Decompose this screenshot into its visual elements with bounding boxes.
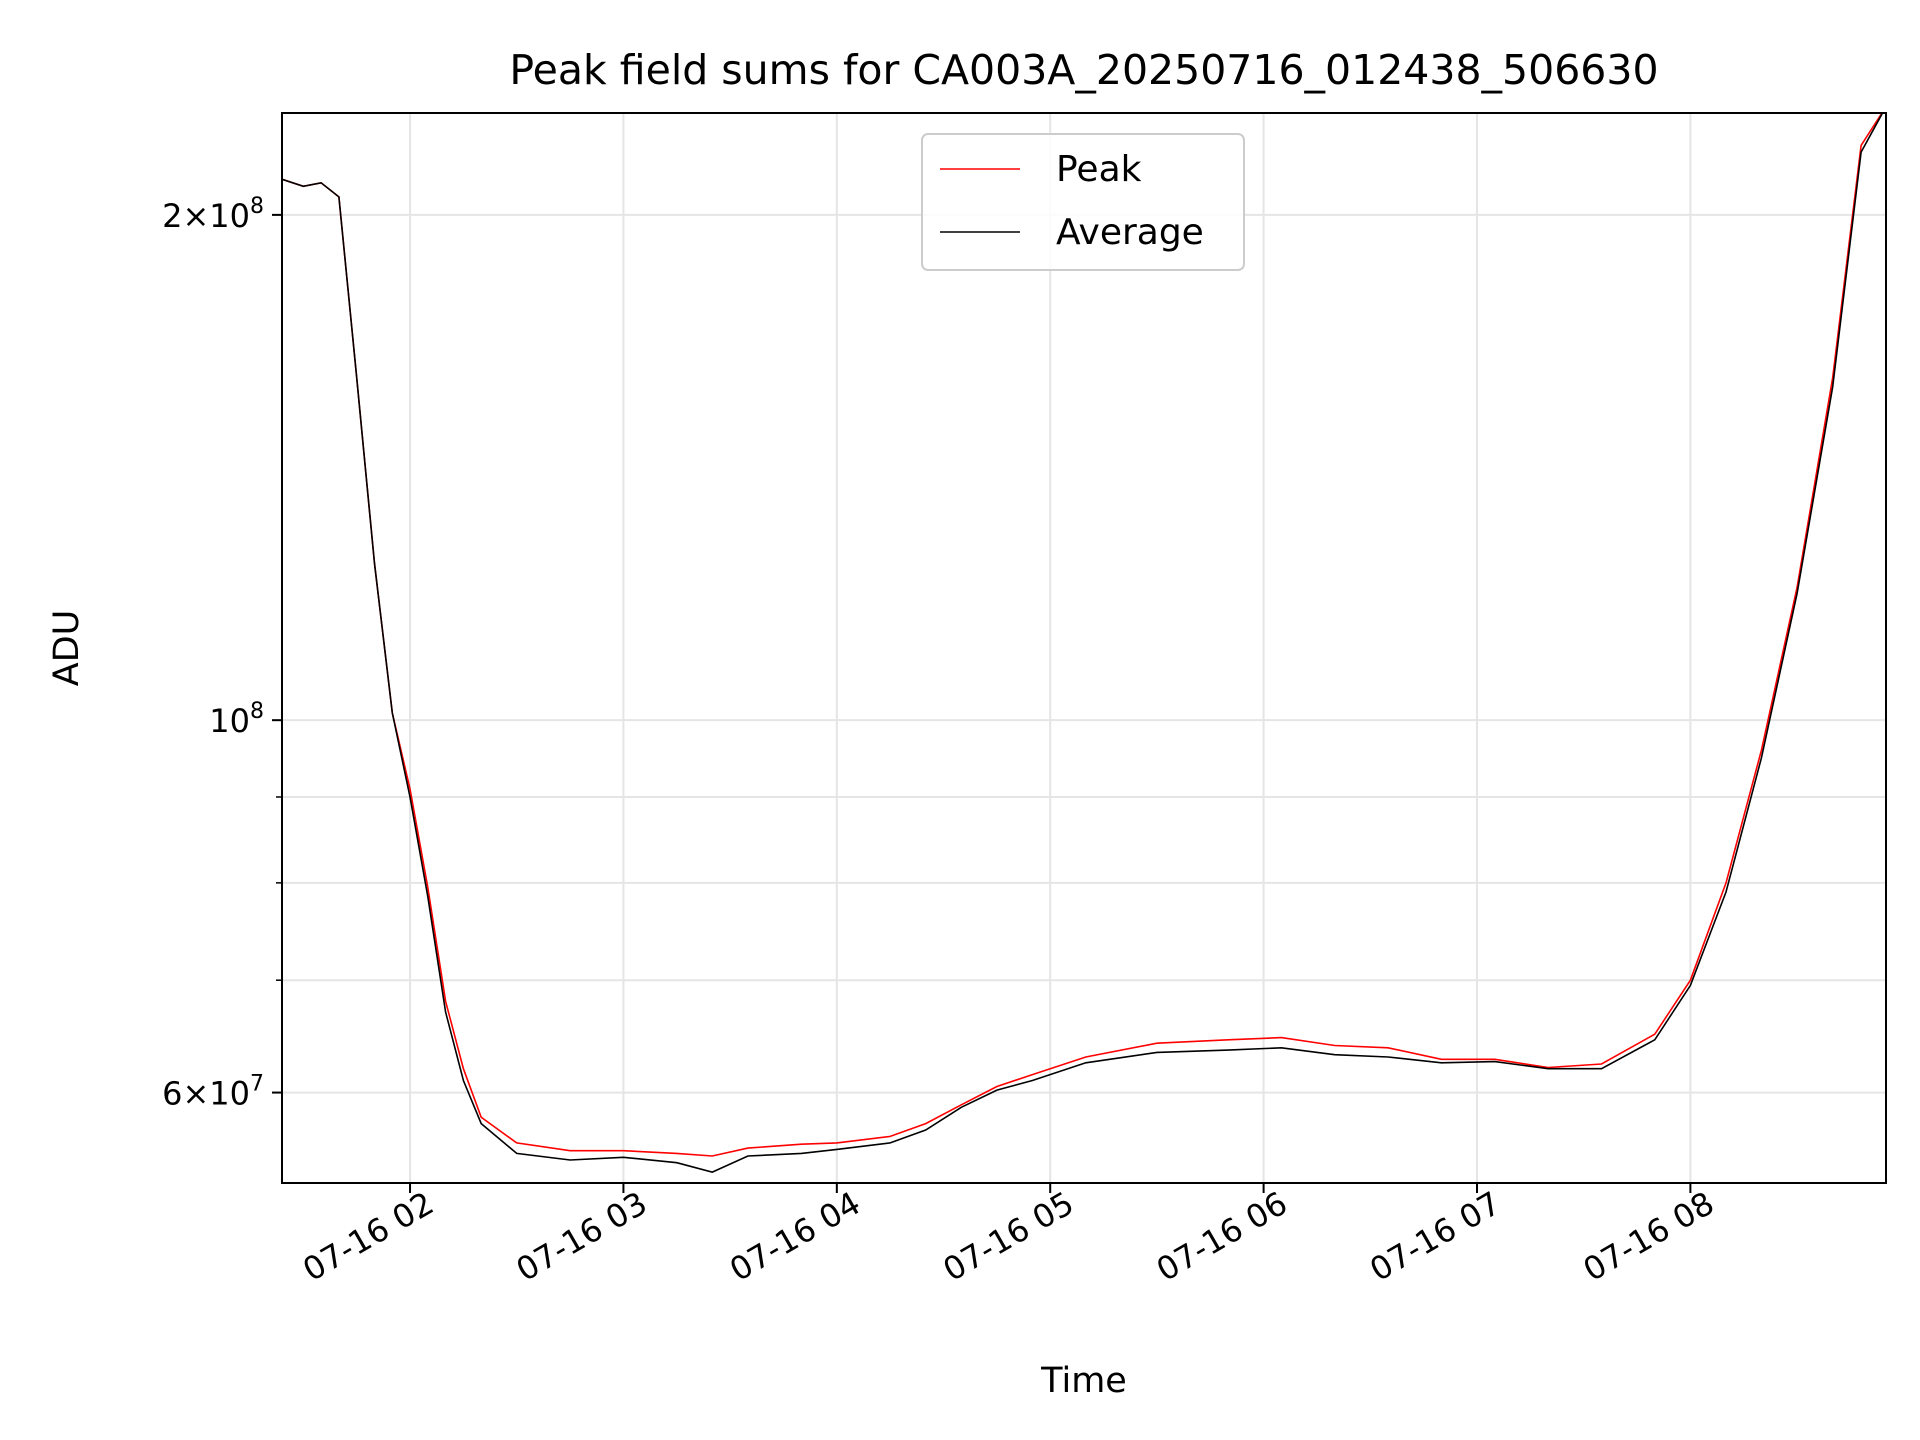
x-axis-label: Time: [1040, 1361, 1127, 1401]
y-tick-label: 108: [209, 699, 264, 740]
series-peak-line: [282, 113, 1883, 1157]
plot-frame: [281, 112, 1887, 1184]
y-tick-label: 6×107: [162, 1072, 264, 1113]
legend: Peak Average: [921, 133, 1245, 271]
y-tick-label: 2×108: [162, 194, 264, 235]
legend-average-label: Average: [1056, 212, 1204, 253]
legend-box: [921, 133, 1245, 271]
chart-title: Peak field sums for CA003A_20250716_0124…: [509, 46, 1658, 94]
series-layer: [282, 113, 1884, 1173]
y-axis-label: ADU: [47, 610, 87, 687]
series-average-line: [282, 113, 1884, 1173]
legend-peak-label: Peak: [1056, 149, 1142, 190]
